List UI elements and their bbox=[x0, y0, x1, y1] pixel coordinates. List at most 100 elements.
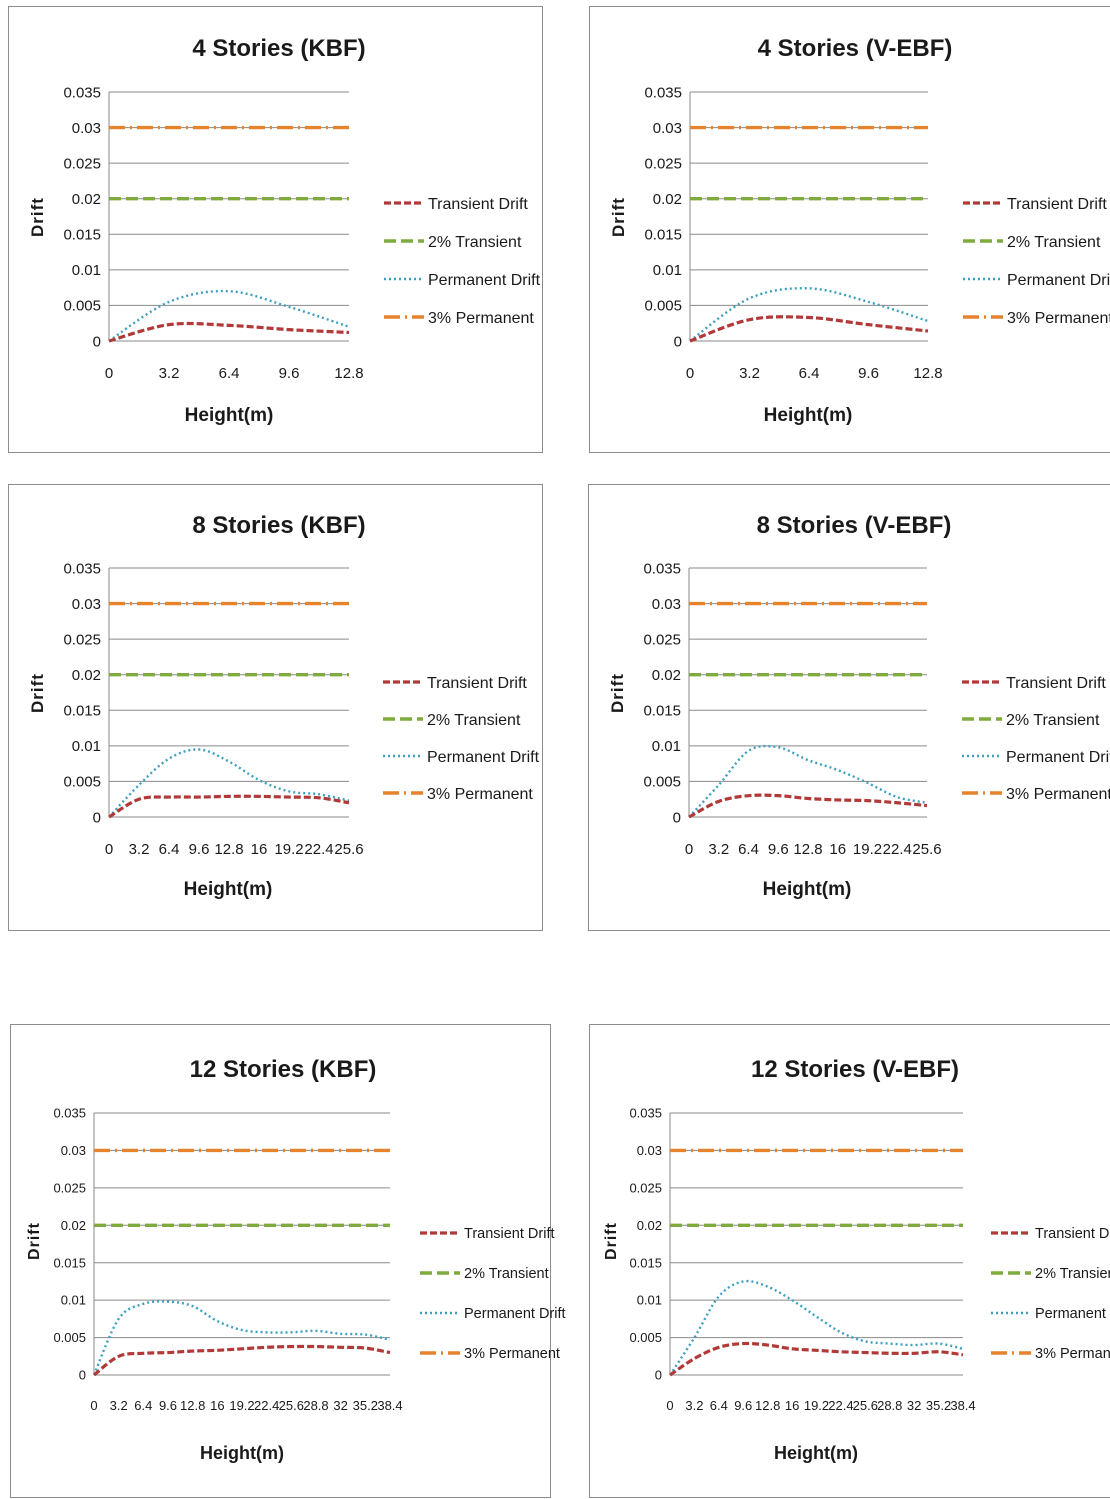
y-tick-label: 0.02 bbox=[72, 667, 101, 684]
x-tick-label: 28.8 bbox=[303, 1398, 328, 1413]
y-tick-label: 0.015 bbox=[63, 703, 101, 720]
y-tick-label: 0.025 bbox=[629, 1180, 662, 1195]
chart-panel: 12 Stories (V-EBF) 0 0.005 0.01 0.015 0.02 0.0… bbox=[589, 1024, 1110, 1498]
legend-label: Transient Drift bbox=[427, 675, 527, 692]
legend-label: Transient Drift bbox=[1007, 196, 1107, 213]
y-axis-label: Drift bbox=[609, 197, 628, 237]
y-tick-label: 0.025 bbox=[644, 155, 682, 172]
x-tick-label: 16 bbox=[785, 1398, 799, 1413]
y-tick-label: 0 bbox=[93, 809, 101, 826]
x-tick-label: 9.6 bbox=[734, 1398, 752, 1413]
x-tick-label: 32 bbox=[907, 1398, 921, 1413]
x-tick-label: 9.6 bbox=[279, 365, 300, 382]
x-tick-label: 12.8 bbox=[755, 1398, 780, 1413]
legend-label: Transient Drift bbox=[464, 1226, 555, 1242]
y-tick-label: 0.015 bbox=[643, 703, 681, 720]
legend-label: 2% Transient bbox=[1007, 234, 1101, 251]
y-tick-label: 0.01 bbox=[653, 262, 682, 279]
legend-label: Permanent Drift bbox=[428, 272, 541, 289]
legend-label: 3% Permanent bbox=[1007, 310, 1110, 327]
x-tick-label: 19.2 bbox=[229, 1398, 254, 1413]
x-tick-label: 16 bbox=[251, 841, 268, 858]
x-tick-label: 6.4 bbox=[799, 365, 820, 382]
x-tick-label: 25.6 bbox=[912, 841, 941, 858]
x-tick-label: 22.4 bbox=[254, 1398, 279, 1413]
y-tick-label: 0.025 bbox=[63, 155, 101, 172]
y-tick-label: 0.015 bbox=[644, 227, 682, 244]
y-tick-label: 0.005 bbox=[644, 298, 682, 315]
y-tick-label: 0.035 bbox=[53, 1106, 86, 1121]
y-axis-label: Drift bbox=[28, 673, 47, 713]
x-tick-label: 6.4 bbox=[710, 1398, 728, 1413]
legend-label: Transient Drift bbox=[1006, 675, 1106, 692]
x-tick-label: 12.8 bbox=[334, 365, 363, 382]
x-tick-label: 0 bbox=[666, 1398, 673, 1413]
x-tick-label: 6.4 bbox=[738, 841, 759, 858]
x-tick-label: 12.8 bbox=[793, 841, 822, 858]
x-tick-label: 19.2 bbox=[853, 841, 882, 858]
series-line-permanent-drift bbox=[689, 287, 929, 342]
chart-title: 8 Stories (V-EBF) bbox=[757, 512, 952, 539]
y-tick-label: 0.02 bbox=[653, 191, 682, 208]
y-tick-label: 0 bbox=[674, 333, 682, 350]
y-tick-label: 0.035 bbox=[629, 1106, 662, 1121]
chart-title: 4 Stories (V-EBF) bbox=[758, 35, 953, 62]
y-axis-label: Drift bbox=[28, 197, 47, 237]
x-tick-label: 35.2 bbox=[926, 1398, 951, 1413]
y-tick-label: 0.015 bbox=[629, 1255, 662, 1270]
legend-label: 2% Transient bbox=[1035, 1266, 1110, 1282]
x-tick-label: 6.4 bbox=[219, 365, 240, 382]
series-line-permanent-drift bbox=[668, 1279, 964, 1376]
y-tick-label: 0.03 bbox=[72, 120, 101, 137]
series-line-transient-drift bbox=[689, 315, 929, 343]
legend-label: Transient Drift bbox=[1035, 1226, 1110, 1242]
chart-panel: 12 Stories (KBF) 0 0.005 0.01 0.015 0.02 0.025… bbox=[10, 1024, 566, 1498]
legend-label: 3% Permanent bbox=[427, 786, 533, 803]
series-line-transient-drift bbox=[93, 1344, 391, 1377]
x-tick-label: 0 bbox=[90, 1398, 97, 1413]
x-tick-label: 3.2 bbox=[708, 841, 729, 858]
x-tick-label: 25.6 bbox=[334, 841, 363, 858]
legend-label: 3% Permanent bbox=[1035, 1346, 1110, 1362]
chart-svg: 4 Stories (V-EBF) 0 0.005 0.01 0.015 0.02 0.02… bbox=[609, 35, 1110, 426]
y-tick-label: 0 bbox=[79, 1368, 86, 1383]
x-tick-label: 3.2 bbox=[110, 1398, 128, 1413]
x-tick-label: 19.2 bbox=[274, 841, 303, 858]
y-tick-label: 0.03 bbox=[637, 1143, 662, 1158]
x-tick-label: 0 bbox=[105, 365, 113, 382]
chart-panel: 4 Stories (V-EBF) 0 0.005 0.01 0.015 0.02 0.02… bbox=[589, 6, 1110, 453]
y-tick-label: 0 bbox=[93, 333, 101, 350]
x-tick-label: 9.6 bbox=[768, 841, 789, 858]
x-tick-label: 32 bbox=[333, 1398, 347, 1413]
x-axis-label: Height(m) bbox=[764, 405, 853, 426]
y-tick-label: 0.03 bbox=[653, 120, 682, 137]
series-line-transient-drift bbox=[108, 794, 350, 819]
y-tick-label: 0.025 bbox=[63, 631, 101, 648]
x-tick-label: 19.2 bbox=[804, 1398, 829, 1413]
y-axis-label: Drift bbox=[26, 1222, 43, 1260]
y-tick-label: 0.02 bbox=[61, 1218, 86, 1233]
y-axis-label: Drift bbox=[608, 673, 627, 713]
x-tick-label: 0 bbox=[685, 841, 693, 858]
y-tick-label: 0.025 bbox=[53, 1180, 86, 1195]
series-line-permanent-drift bbox=[92, 1300, 391, 1376]
y-tick-label: 0.01 bbox=[637, 1293, 662, 1308]
chart-svg: 12 Stories (KBF) 0 0.005 0.01 0.015 0.02 0.025… bbox=[26, 1056, 566, 1463]
y-tick-label: 0.015 bbox=[53, 1255, 86, 1270]
y-tick-label: 0.035 bbox=[63, 560, 101, 577]
y-tick-label: 0.005 bbox=[643, 774, 681, 791]
x-tick-label: 0 bbox=[105, 841, 113, 858]
y-tick-label: 0 bbox=[673, 809, 681, 826]
legend-label: 2% Transient bbox=[428, 234, 522, 251]
x-tick-label: 22.4 bbox=[883, 841, 912, 858]
y-tick-label: 0.02 bbox=[637, 1218, 662, 1233]
y-tick-label: 0.01 bbox=[72, 738, 101, 755]
y-tick-label: 0.02 bbox=[72, 191, 101, 208]
x-tick-label: 25.6 bbox=[853, 1398, 878, 1413]
x-axis-label: Height(m) bbox=[185, 405, 274, 426]
chart-panel: 8 Stories (KBF) 0 0.005 0.01 0.015 0.02 0.025 0… bbox=[8, 484, 543, 931]
x-tick-label: 38.4 bbox=[950, 1398, 975, 1413]
x-tick-label: 22.4 bbox=[828, 1398, 853, 1413]
legend-label: Permanent Drift bbox=[1007, 272, 1110, 289]
y-tick-label: 0.035 bbox=[63, 84, 101, 101]
